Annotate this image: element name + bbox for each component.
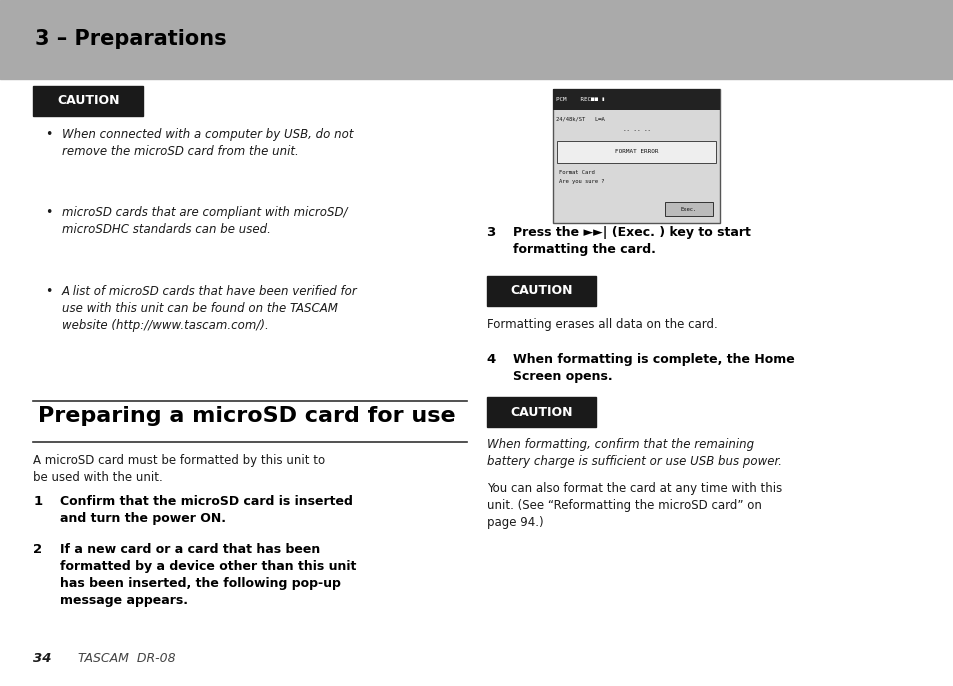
Bar [33, 86, 143, 116]
Text: •: • [45, 285, 52, 298]
Text: CAUTION: CAUTION [57, 95, 119, 107]
Text: When formatting is complete, the Home
Screen opens.: When formatting is complete, the Home Sc… [513, 353, 794, 383]
Text: Are you sure ?: Are you sure ? [558, 178, 604, 184]
Bar [0, 0, 953, 79]
Bar [664, 202, 712, 216]
Bar [486, 276, 596, 306]
Bar [553, 89, 720, 223]
Text: Preparing a microSD card for use: Preparing a microSD card for use [38, 406, 456, 426]
Text: If a new card or a card that has been
formatted by a device other than this unit: If a new card or a card that has been fo… [60, 543, 356, 607]
Text: •: • [45, 206, 52, 220]
Text: 1: 1 [33, 495, 43, 508]
Bar [553, 89, 720, 110]
Text: A microSD card must be formatted by this unit to
be used with the unit.: A microSD card must be formatted by this… [33, 454, 325, 484]
Text: •: • [45, 128, 52, 141]
Text: You can also format the card at any time with this
unit. (See “Reformatting the : You can also format the card at any time… [486, 482, 781, 530]
Text: Formatting erases all data on the card.: Formatting erases all data on the card. [486, 318, 717, 331]
Text: 2: 2 [33, 543, 43, 556]
Bar [557, 141, 716, 163]
Text: 3 – Preparations: 3 – Preparations [35, 29, 227, 49]
Bar [486, 397, 596, 427]
Text: 4: 4 [486, 353, 496, 366]
Text: TASCAM  DR-08: TASCAM DR-08 [78, 652, 175, 665]
Text: A list of microSD cards that have been verified for
use with this unit can be fo: A list of microSD cards that have been v… [62, 285, 357, 332]
Text: Format Card: Format Card [558, 169, 594, 175]
Text: When connected with a computer by USB, do not
remove the microSD card from the u: When connected with a computer by USB, d… [62, 128, 354, 158]
Text: 34: 34 [33, 652, 51, 665]
Text: -- -- --: -- -- -- [622, 128, 650, 133]
Text: PCM    REC■■ ▮: PCM REC■■ ▮ [556, 97, 604, 102]
Text: Exec.: Exec. [679, 206, 697, 212]
Text: 24/48k/ST   L═A: 24/48k/ST L═A [556, 117, 604, 122]
Text: When formatting, confirm that the remaining
battery charge is sufficient or use : When formatting, confirm that the remain… [486, 438, 781, 468]
Text: Press the ►►| (Exec. ) key to start
formatting the card.: Press the ►►| (Exec. ) key to start form… [513, 226, 750, 257]
Text: Confirm that the microSD card is inserted
and turn the power ON.: Confirm that the microSD card is inserte… [60, 495, 353, 525]
Text: CAUTION: CAUTION [510, 285, 572, 297]
Text: 3: 3 [486, 226, 496, 239]
Text: CAUTION: CAUTION [510, 406, 572, 418]
Text: microSD cards that are compliant with microSD/
microSDHC standards can be used.: microSD cards that are compliant with mi… [62, 206, 347, 237]
Text: FORMAT ERROR: FORMAT ERROR [615, 149, 658, 154]
